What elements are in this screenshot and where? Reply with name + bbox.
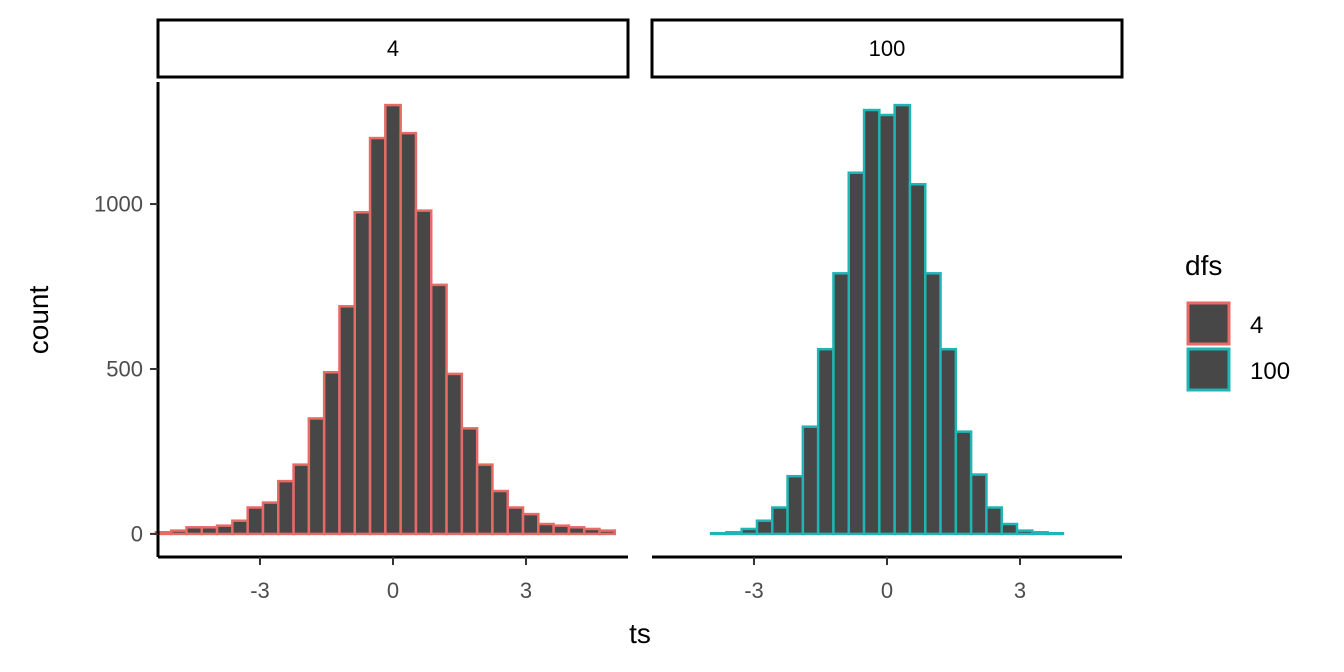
y-axis-title: count <box>23 286 54 355</box>
histogram-bar <box>709 532 728 536</box>
x-tick-label: 3 <box>1014 578 1026 603</box>
legend-key-4 <box>1186 301 1231 346</box>
y-axis: 0 500 1000 <box>94 82 160 557</box>
legend-title: dfs <box>1185 250 1222 281</box>
x-tick-label: 0 <box>881 578 893 603</box>
histogram-bar <box>506 506 525 536</box>
legend-label-100: 100 <box>1250 358 1290 385</box>
histogram-bar <box>552 524 571 536</box>
histogram-bar <box>460 427 479 536</box>
histogram-bar <box>307 417 326 536</box>
histogram-bar <box>908 183 927 536</box>
histogram-bar <box>414 209 433 536</box>
histogram-bar <box>277 479 295 536</box>
histogram-bar <box>475 463 494 536</box>
histogram-bar <box>521 512 540 536</box>
histogram-bar <box>399 131 418 536</box>
histogram-bar <box>740 527 759 536</box>
legend-key-100 <box>1186 347 1231 392</box>
y-tick-label: 500 <box>106 356 143 381</box>
strip-box-panel-1 <box>156 18 630 79</box>
histogram-bar <box>893 103 912 536</box>
x-axis-panel-1: -3 0 3 <box>158 555 628 603</box>
plot-panel-1 <box>154 103 617 536</box>
legend-label-4: 4 <box>1250 312 1263 339</box>
histogram-bar <box>878 113 896 536</box>
histogram-bar <box>582 527 601 536</box>
strip-label-panel-1: 4 <box>387 36 399 61</box>
histogram-bar <box>755 519 774 536</box>
histogram-bar <box>231 519 249 536</box>
histogram-bar <box>322 371 341 536</box>
histogram-bar <box>200 526 219 536</box>
legend: dfs 4 100 <box>1185 250 1290 392</box>
histogram-bar <box>1031 531 1049 536</box>
histogram-bar <box>384 103 402 536</box>
histogram-bar <box>725 531 743 536</box>
y-tick-label: 1000 <box>94 192 143 217</box>
histogram-bar <box>185 526 204 536</box>
y-tick-label: 0 <box>131 521 143 546</box>
x-tick-label: 3 <box>520 578 532 603</box>
x-tick-label: 0 <box>387 578 399 603</box>
histogram-bar <box>445 372 464 536</box>
x-axis-title: ts <box>629 618 651 649</box>
histogram-bar <box>816 347 835 536</box>
strip-panel-1: 4 <box>156 18 630 79</box>
plot-panel-2 <box>709 103 1065 536</box>
histogram-bar <box>246 506 265 536</box>
histogram-bar <box>368 136 387 536</box>
histogram-bar <box>292 463 311 536</box>
histogram-bar <box>969 473 988 536</box>
x-tick-label: -3 <box>744 578 764 603</box>
histogram-bar <box>261 501 280 536</box>
histogram-bar <box>1000 522 1019 536</box>
histogram-bar <box>923 272 942 536</box>
histogram-bar <box>1046 532 1065 536</box>
histogram-bar <box>567 526 586 536</box>
histogram-bar <box>801 425 820 536</box>
histogram-bar <box>985 506 1003 536</box>
histogram-bar <box>353 211 372 536</box>
histogram-bar <box>862 108 881 536</box>
histogram-bar <box>169 529 188 536</box>
histogram-bar <box>939 347 958 536</box>
strip-label-panel-2: 100 <box>869 36 906 61</box>
x-axis-panel-2: -3 0 3 <box>652 555 1122 603</box>
histogram-bar <box>338 305 357 536</box>
histogram-bar <box>215 524 234 536</box>
histogram-bar <box>537 522 555 536</box>
histogram-bar <box>1015 529 1034 536</box>
histogram-bar <box>954 430 973 536</box>
x-tick-label: -3 <box>250 578 270 603</box>
histogram-bar <box>832 272 851 536</box>
histogram-bar <box>491 489 509 536</box>
histogram-bar <box>429 283 448 536</box>
histogram-bar <box>786 474 805 536</box>
histogram-bar <box>598 529 617 536</box>
histogram-bar <box>771 506 789 536</box>
strip-panel-2: 100 <box>650 18 1124 79</box>
histogram-bar <box>847 171 866 536</box>
strip-box-panel-2 <box>650 18 1124 79</box>
